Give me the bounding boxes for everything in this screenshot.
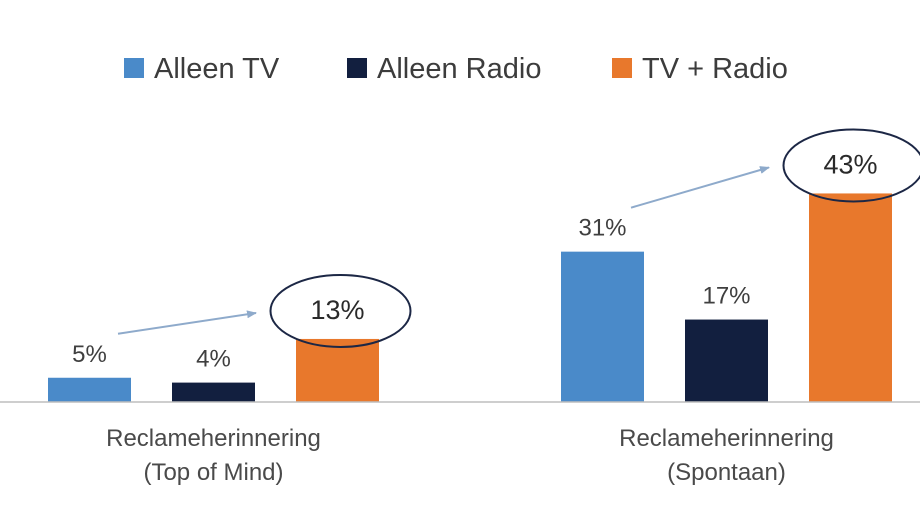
value-label-tv-radio-group-1: 13% [310,295,364,325]
bars-layer [48,193,892,402]
value-label-alleen-radio-group-1: 4% [196,346,231,373]
legend-swatch-alleen-tv [124,58,144,78]
legend-label-alleen-tv: Alleen TV [154,53,280,85]
bar-tv-radio-group-2 [809,193,892,402]
trend-arrow-group-1 [117,310,257,335]
bar-tv-radio-group-1 [296,338,379,402]
legend-swatch-alleen-radio [347,58,367,78]
legend-label-alleen-radio: Alleen Radio [377,53,541,85]
value-label-alleen-radio-group-2: 17% [702,283,750,310]
legend: Alleen TV Alleen Radio TV + Radio [124,53,788,85]
annotations-layer [117,128,920,348]
highlight-circle-group-2 [782,128,920,203]
value-label-tv-radio-group-2: 43% [823,149,877,179]
category-label-group-1: Reclameherinnering (Top of Mind) [106,425,321,486]
category-labels: Reclameherinnering (Top of Mind) Reclamehe… [106,425,834,486]
legend-swatch-tv-radio [612,58,632,78]
legend-label-tv-radio: TV + Radio [642,53,788,85]
labels-layer: 5% 4% 13% 31% 17% 43% [72,149,877,372]
value-label-alleen-tv-group-2: 31% [578,215,626,242]
bar-alleen-radio-group-2 [685,319,768,402]
bar-alleen-radio-group-1 [172,382,255,402]
trend-arrow-group-2 [630,166,770,209]
category-label-group-2: Reclameherinnering (Spontaan) [619,425,834,486]
highlight-circle-group-1 [269,273,412,348]
value-label-alleen-tv-group-1: 5% [72,341,107,368]
bar-alleen-tv-group-1 [48,377,131,402]
bar-alleen-tv-group-2 [561,251,644,402]
